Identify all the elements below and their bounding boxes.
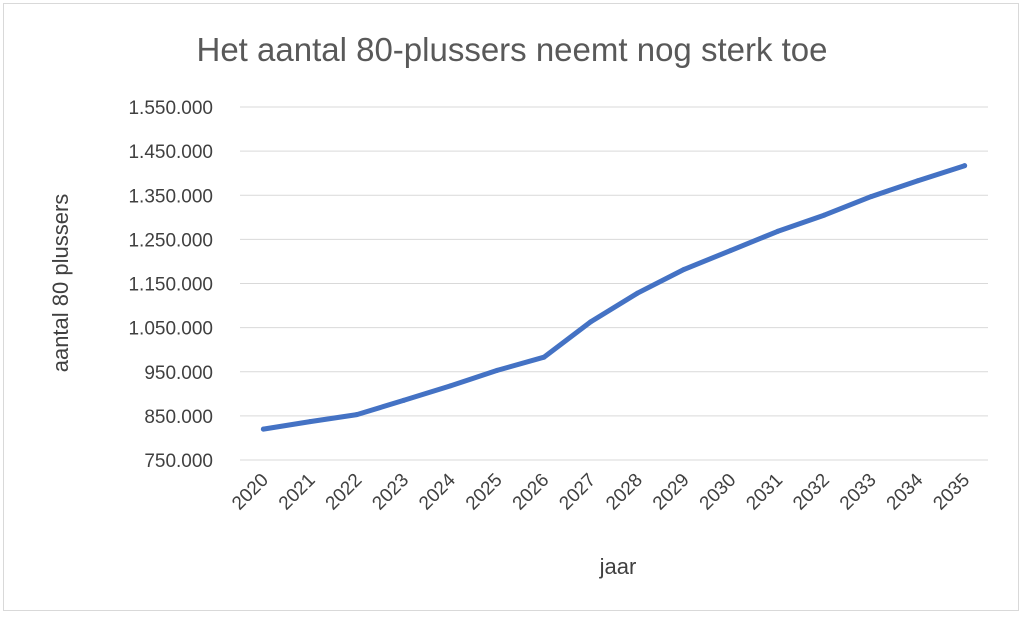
chart-title: Het aantal 80-plussers neemt nog sterk t… [196, 31, 827, 68]
data-point [541, 354, 547, 360]
data-point [447, 383, 453, 389]
data-point [260, 426, 266, 432]
series-layer [260, 163, 968, 432]
data-point [494, 367, 500, 373]
data-point [401, 397, 407, 403]
data-point [307, 419, 313, 425]
data-point [868, 194, 874, 200]
data-point [588, 319, 594, 325]
y-tick-label: 1.550.000 [128, 98, 213, 119]
x-tick-label: 2032 [789, 470, 834, 515]
y-axis-label: aantal 80 plussers [48, 194, 73, 373]
x-tick-label: 2026 [509, 470, 554, 515]
gridlines [240, 106, 988, 461]
x-tick-label: 2034 [883, 469, 928, 514]
y-tick-label: 750.000 [144, 451, 213, 472]
y-tick-label: 1.250.000 [128, 230, 213, 251]
x-tick-label: 2029 [649, 470, 694, 515]
x-tick-label: 2020 [228, 470, 273, 515]
y-axis-ticks: 750.000 850.000 950.000 1.050.000 1.150.000 1… [128, 98, 213, 472]
y-tick-label: 1.450.000 [128, 142, 213, 163]
data-point [915, 178, 921, 184]
x-tick-label: 2028 [602, 470, 647, 515]
chart-frame [3, 3, 1019, 611]
y-tick-label: 1.350.000 [128, 186, 213, 207]
x-axis-ticks: 2020 2021 2022 2023 2024 2025 2026 2027 2028 2029… [228, 469, 974, 514]
data-point [775, 228, 781, 234]
x-tick-label: 2035 [929, 470, 974, 515]
y-tick-label: 1.050.000 [128, 319, 213, 340]
y-tick-label: 950.000 [144, 363, 213, 384]
data-point [681, 266, 687, 272]
x-tick-label: 2033 [836, 470, 881, 515]
x-tick-label: 2027 [555, 470, 600, 515]
x-axis-label: jaar [599, 554, 637, 579]
x-tick-label: 2024 [415, 469, 460, 514]
x-tick-label: 2025 [462, 470, 507, 515]
x-tick-label: 2021 [275, 470, 320, 515]
series-line [260, 163, 968, 432]
data-point [728, 247, 734, 253]
x-tick-label: 2030 [696, 470, 741, 515]
data-point [354, 412, 360, 418]
x-tick-label: 2031 [742, 470, 787, 515]
y-tick-label: 1.150.000 [128, 275, 213, 296]
y-tick-label: 850.000 [144, 407, 213, 428]
data-point [634, 290, 640, 296]
data-point [962, 163, 968, 169]
x-tick-label: 2023 [368, 470, 413, 515]
data-point [821, 212, 827, 218]
x-tick-label: 2022 [322, 470, 367, 515]
